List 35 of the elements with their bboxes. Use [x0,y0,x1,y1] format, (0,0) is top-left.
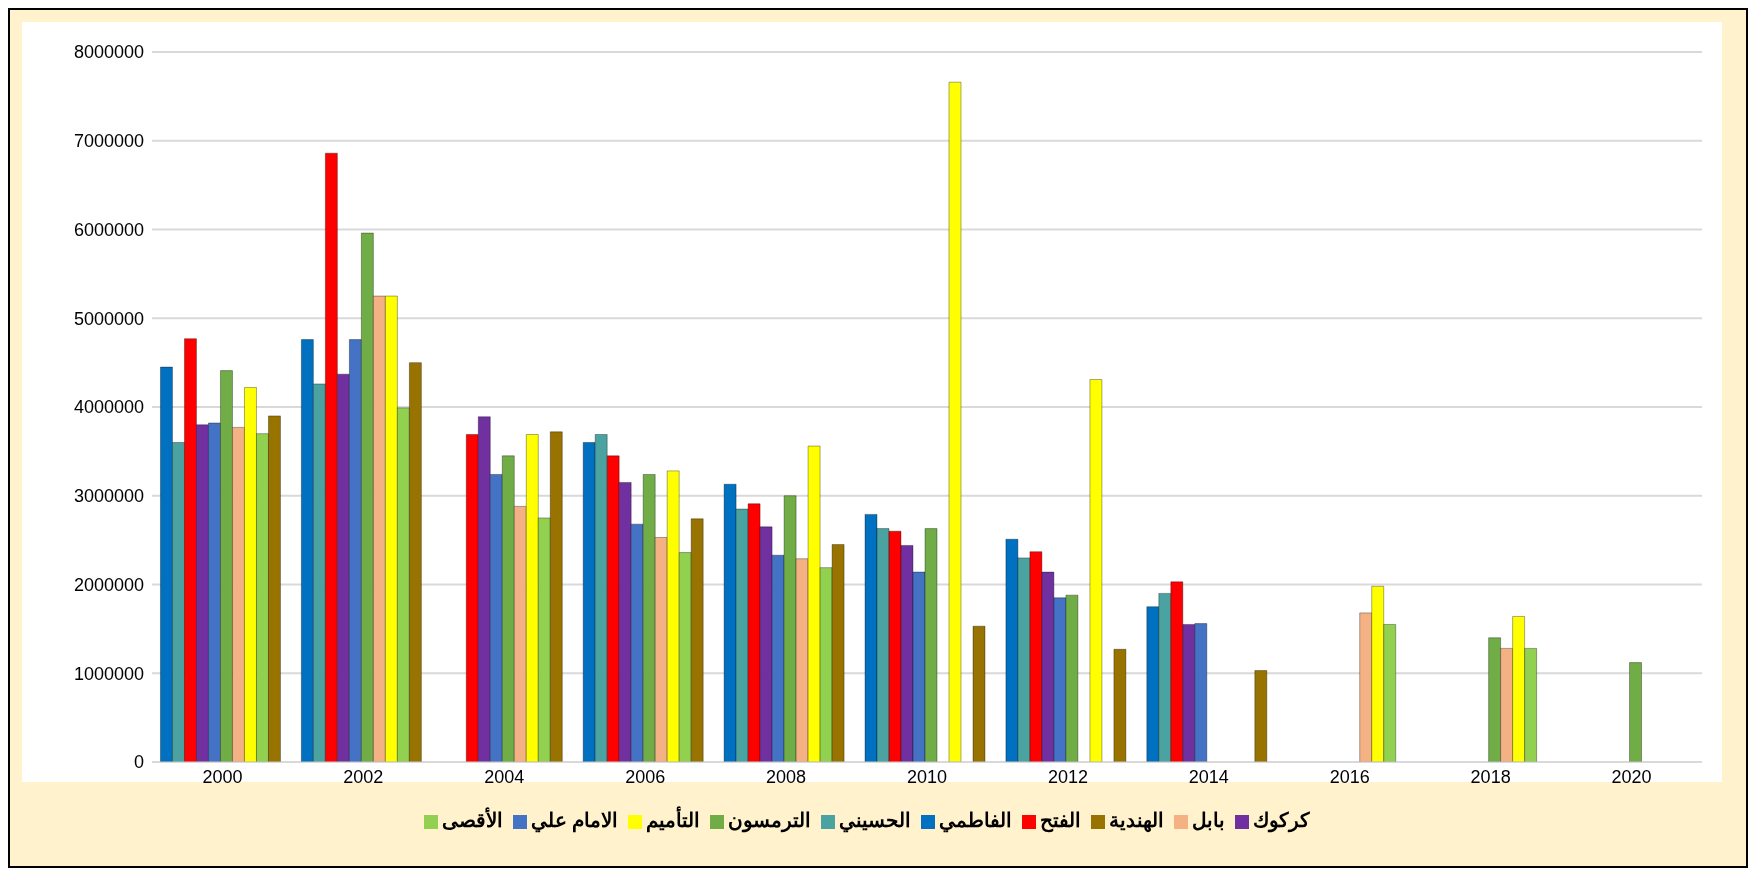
x-tick-label: 2016 [1329,766,1370,787]
x-tick-label: 2014 [1188,766,1229,787]
y-tick-label: 3000000 [73,486,144,507]
legend-label: كركوك [1253,809,1311,831]
bar [1629,662,1643,762]
y-tick-label: 4000000 [73,397,144,418]
x-tick-label: 2010 [906,766,948,787]
x-tick-label: 2020 [1611,766,1652,787]
x-tick-label: 2008 [766,766,807,787]
legend-label: بابل [1192,809,1226,831]
bar [1254,670,1268,762]
y-tick-label: 8000000 [73,42,144,63]
legend-label: الفتح [1040,809,1082,831]
bar [972,625,986,762]
y-tick-label: 0 [133,752,144,773]
bar [1089,378,1103,762]
y-tick-label: 1000000 [73,663,144,684]
y-tick-label: 6000000 [73,219,144,240]
bar [1113,648,1127,762]
legend-label: الفاطمي [939,809,1013,831]
bar [948,81,962,762]
y-tick-label: 7000000 [73,131,144,152]
x-tick-label: 2018 [1470,766,1511,787]
legend-label: الأقصى [441,809,503,831]
x-tick-label: 2002 [343,766,384,787]
legend-label: الهندية [1109,809,1165,831]
legend-label: الحسيني [839,809,912,831]
legend-label: الامام علي [530,809,619,831]
legend-label: الترمسون [728,809,812,831]
x-tick-label: 2012 [1047,766,1088,787]
x-tick-label: 2006 [625,766,666,787]
y-tick-label: 2000000 [73,574,144,595]
x-tick-label: 2000 [202,766,243,787]
y-tick-label: 5000000 [73,308,144,329]
x-tick-label: 2004 [484,766,525,787]
